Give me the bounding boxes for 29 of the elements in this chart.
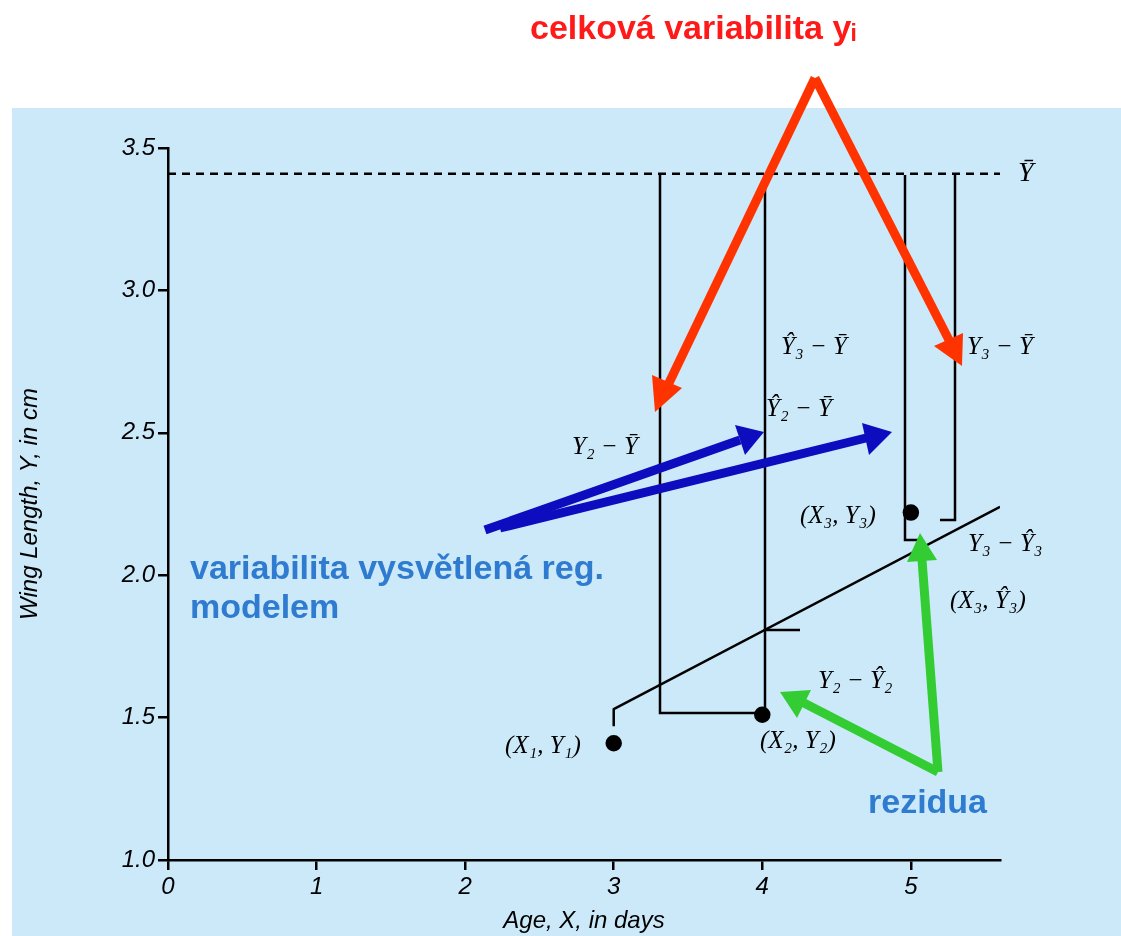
annotation: (X₂, Y₂) (760, 726, 836, 754)
y-tick-label: 2.0 (120, 559, 156, 587)
x-tick-label: 3 (607, 872, 622, 900)
x-tick-label: 5 (904, 872, 919, 900)
x-tick-label: 2 (457, 872, 472, 900)
y-axis-title: Wing Length, Y, in cm (15, 388, 43, 620)
point (605, 734, 622, 752)
annotation: Ŷ₂ − Ȳ (766, 394, 832, 422)
x-tick-label: 0 (161, 872, 176, 900)
annotation: Y₂ − Ȳ (572, 432, 638, 460)
x-tick-label: 1 (309, 872, 324, 900)
chart-title: celková variabilita yᵢ (530, 8, 857, 47)
annotation: Y₃ − Ȳ (967, 332, 1033, 360)
annotation: (X₃, Y₃) (800, 501, 876, 529)
y-tick-label: 3.5 (121, 132, 156, 160)
annotation: variabilita vysvětlená reg. modelem (190, 548, 605, 626)
annotation: Y₃ − Ŷ₃ (968, 529, 1043, 557)
annotation: Y₂ − Ŷ₂ (818, 666, 893, 694)
series-label: Ȳ (1018, 155, 1037, 187)
annotation: rezidua (868, 782, 989, 821)
annotation: (X₁, Y₁) (505, 731, 581, 759)
y-tick-label: 1.0 (121, 844, 156, 872)
x-axis-title: Age, X, in days (501, 906, 665, 934)
y-tick-label: 3.0 (121, 275, 156, 303)
x-tick-label: 4 (755, 872, 769, 900)
annotation: Ŷ₃ − Ȳ (781, 332, 847, 360)
annotation: (X₃, Ŷ₃) (950, 586, 1026, 614)
y-tick-label: 1.5 (121, 702, 156, 730)
y-tick-label: 2.5 (120, 417, 156, 445)
